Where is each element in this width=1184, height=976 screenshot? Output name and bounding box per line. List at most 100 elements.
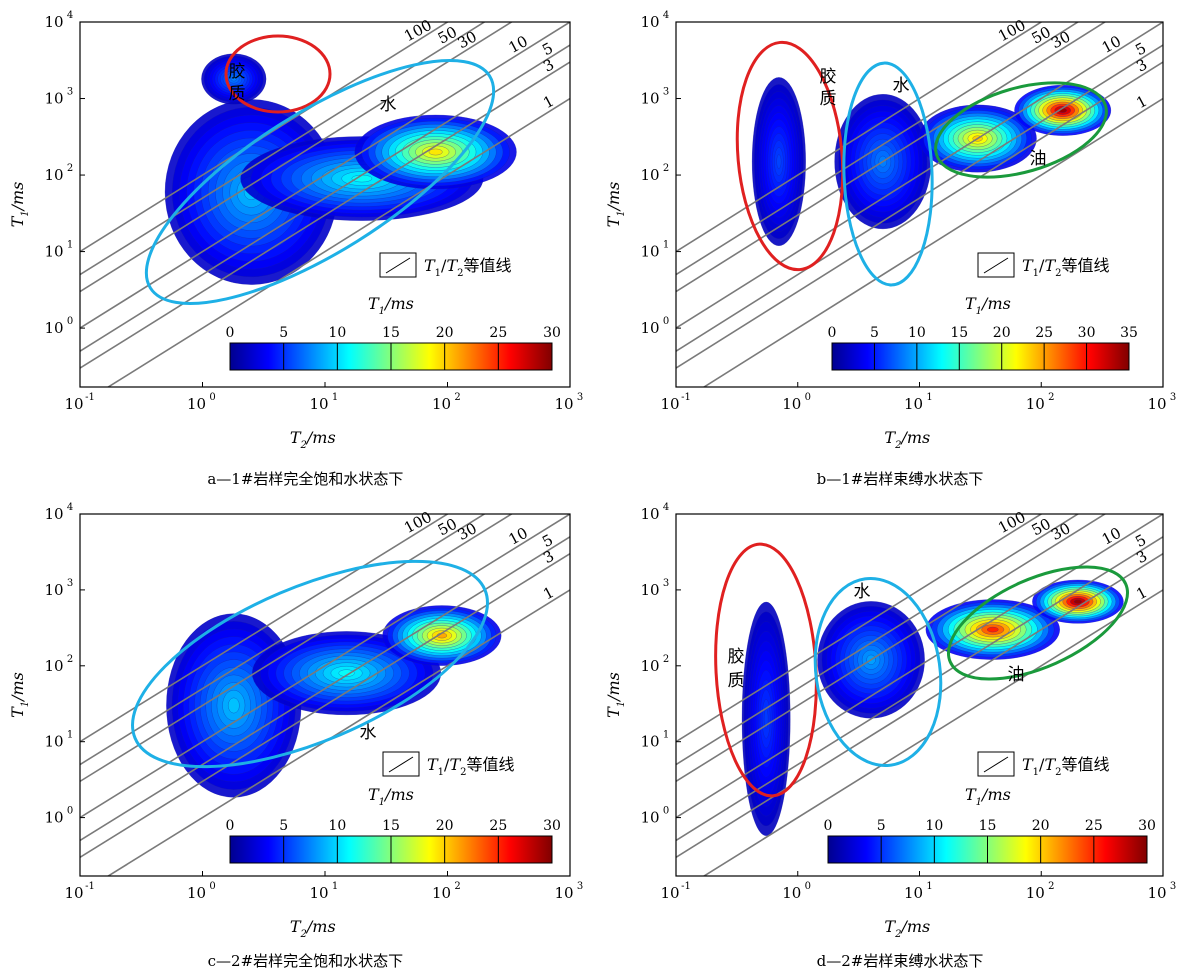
x-tick-exponent: 3: [1170, 392, 1176, 403]
y-tick-exponent: 0: [67, 316, 73, 327]
x-tick-exponent: 2: [454, 392, 460, 403]
y-tick-label: 10: [640, 90, 659, 108]
colorbar-tick-label: 5: [279, 818, 288, 834]
x-tick-label: 10: [432, 884, 451, 902]
y-tick-label: 10: [44, 166, 63, 184]
iso-line: [676, 22, 1080, 276]
iso-line-label: 30: [455, 519, 480, 544]
y-tick-label: 10: [640, 581, 659, 599]
x-tick-exponent: 0: [805, 881, 811, 892]
y-tick-label: 10: [44, 657, 63, 675]
x-tick-exponent: -1: [681, 881, 691, 892]
iso-line: [676, 514, 1043, 743]
y-axis-label: T1/ms: [604, 672, 627, 718]
colorbar-tick-label: 15: [382, 818, 400, 834]
x-tick-label: 10: [64, 395, 83, 413]
y-tick-exponent: 1: [663, 730, 669, 741]
colorbar: 0 5 10 15 20 25 30: [824, 818, 1156, 864]
x-tick-exponent: 0: [805, 392, 811, 403]
colorbar: 0 5 10 15 20 25 30: [226, 325, 561, 371]
x-tick-exponent: 3: [577, 392, 583, 403]
density-blob: [925, 599, 1061, 660]
legend-subtitle: T1/ms: [965, 785, 1011, 808]
x-tick-label: 10: [1147, 395, 1166, 413]
iso-line: [676, 22, 1107, 293]
legend-line-icon: [983, 756, 1009, 773]
region-label: 胶: [728, 647, 745, 667]
x-tick-label: 10: [187, 395, 206, 413]
x-tick-exponent: -1: [85, 881, 95, 892]
y-tick-exponent: 0: [663, 806, 669, 817]
y-tick-label: 10: [640, 809, 659, 827]
colorbar-tick-label: 0: [226, 325, 235, 341]
x-tick-label: 10: [187, 884, 206, 902]
region-outline: [946, 565, 1130, 681]
legend-line-icon: [983, 257, 1009, 274]
region-outline: [224, 34, 332, 114]
iso-line: [676, 44, 1163, 352]
panel-caption: c—2#岩样完全饱和水状态下: [208, 952, 404, 970]
iso-lines: [676, 22, 1163, 387]
y-tick-exponent: 4: [663, 10, 669, 21]
y-tick-label: 10: [44, 13, 63, 31]
colorbar-tick-label: 15: [950, 325, 968, 341]
region-label: 胶: [820, 67, 837, 87]
y-tick-exponent: 3: [67, 87, 73, 98]
iso-line-label: 1: [1133, 92, 1150, 112]
colorbar-tick-label: 35: [1120, 325, 1138, 341]
x-tick-label: 10: [904, 884, 923, 902]
region-label: 油: [1008, 665, 1025, 685]
density-contour: [986, 626, 999, 633]
y-tick-exponent: 1: [663, 240, 669, 251]
region-label: 胶: [229, 62, 246, 82]
iso-line: [80, 22, 514, 293]
y-tick-exponent: 1: [67, 730, 73, 741]
region-label: 油: [1030, 149, 1047, 169]
colorbar-tick-label: 10: [328, 325, 346, 341]
y-tick-label: 10: [640, 733, 659, 751]
x-tick-label: 10: [309, 884, 328, 902]
y-axis-label: T1/ms: [8, 672, 31, 718]
colorbar-tick-label: 30: [1138, 818, 1156, 834]
region-outline: [934, 81, 1108, 179]
y-tick-label: 10: [44, 581, 63, 599]
iso-line: [676, 514, 1107, 783]
panel-caption: d—2#岩样束缚水状态下: [817, 952, 984, 970]
y-tick-label: 10: [44, 319, 63, 337]
x-tick-label: 10: [1026, 884, 1045, 902]
iso-line: [676, 514, 1163, 819]
colorbar-tick-label: 30: [543, 818, 561, 834]
colorbar: 0 5 10 15 20 25 30: [226, 818, 561, 864]
x-tick-label: 10: [660, 884, 679, 902]
panel-caption: a—1#岩样完全饱和水状态下: [207, 470, 403, 488]
iso-line-label: 10: [1099, 524, 1124, 549]
density-blob: [751, 77, 806, 247]
iso-line-label: 10: [1099, 32, 1124, 57]
x-axis-label: T2/ms: [290, 428, 336, 451]
colorbar-tick-label: 5: [877, 818, 886, 834]
legend-line-icon: [385, 257, 411, 274]
x-tick-exponent: 1: [332, 392, 338, 403]
x-tick-exponent: 1: [926, 881, 932, 892]
y-tick-exponent: 4: [663, 502, 669, 513]
legend-label: T1/T2等值线: [424, 256, 512, 279]
colorbar-tick-label: 10: [908, 325, 926, 341]
colorbar-tick-label: 15: [979, 818, 997, 834]
legend-label: T1/T2等值线: [1022, 256, 1110, 279]
y-tick-label: 10: [640, 13, 659, 31]
x-tick-exponent: 1: [926, 392, 932, 403]
region-outline: [813, 577, 943, 767]
colorbar-tick-label: 20: [1032, 818, 1050, 834]
iso-line-label: 30: [455, 27, 480, 52]
y-tick-label: 10: [44, 809, 63, 827]
y-tick-label: 10: [44, 505, 63, 523]
iso-line: [80, 536, 570, 842]
x-tick-label: 10: [1147, 884, 1166, 902]
density-blob: [382, 605, 502, 666]
legend-subtitle: T1/ms: [965, 294, 1011, 317]
colorbar-tick-label: 0: [226, 818, 235, 834]
x-tick-label: 10: [660, 395, 679, 413]
